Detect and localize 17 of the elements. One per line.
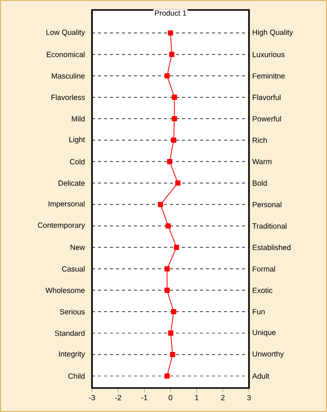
point: [168, 30, 174, 36]
point: [164, 373, 170, 379]
point: [172, 116, 178, 122]
point: [168, 330, 174, 336]
point: [172, 94, 178, 100]
point: [167, 158, 172, 164]
point: [175, 180, 180, 186]
point: [174, 244, 180, 250]
point: [164, 288, 170, 293]
point: [171, 309, 176, 314]
point: [170, 352, 176, 358]
point: [164, 73, 170, 78]
point: [171, 138, 176, 143]
point: [158, 202, 164, 208]
point: [164, 266, 170, 272]
point: [166, 223, 171, 229]
point: [169, 52, 174, 57]
